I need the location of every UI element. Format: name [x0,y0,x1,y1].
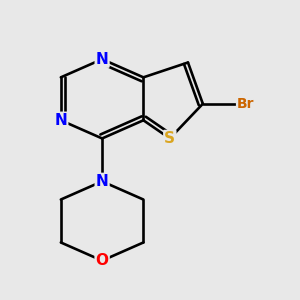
Text: O: O [96,253,109,268]
Text: N: N [55,113,67,128]
Text: S: S [164,131,175,146]
Text: N: N [96,174,109,189]
Text: Br: Br [237,97,254,111]
Text: N: N [96,52,109,67]
